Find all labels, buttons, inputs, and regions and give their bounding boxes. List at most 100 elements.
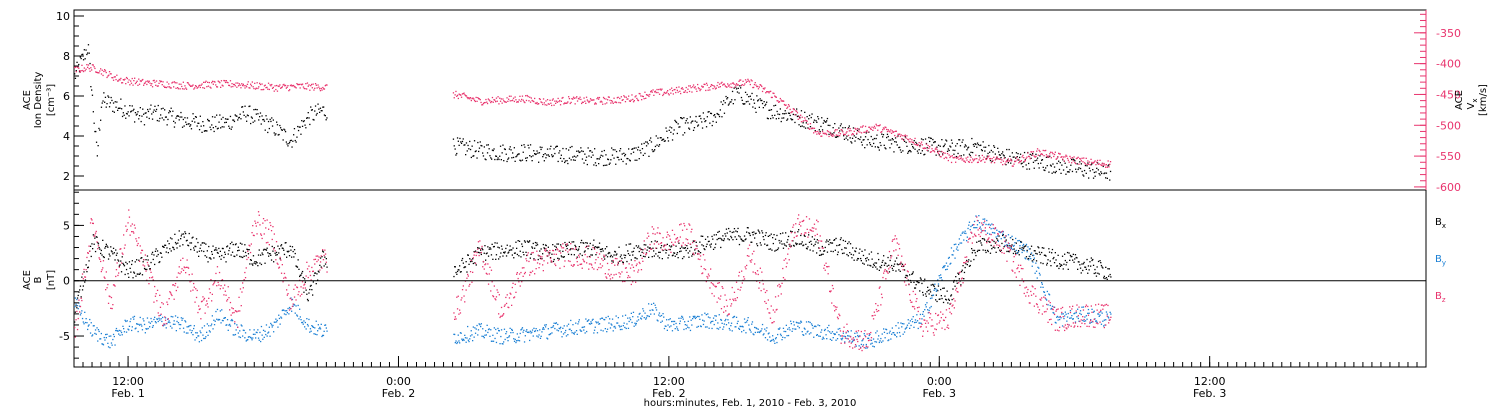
by-point <box>798 322 800 324</box>
by-point <box>102 343 104 345</box>
bx-point <box>830 250 832 252</box>
vx-point <box>826 130 829 132</box>
bx-point <box>932 283 934 286</box>
vx-point <box>301 84 303 86</box>
by-point <box>712 317 715 319</box>
ion-density-point <box>555 145 558 147</box>
bz-point <box>224 284 226 286</box>
bx-point <box>152 258 154 261</box>
by-point <box>1038 267 1040 269</box>
ion-density-point <box>231 126 233 128</box>
bx-point <box>680 250 682 252</box>
bx-point <box>953 281 955 283</box>
ion-density-point <box>978 155 980 157</box>
vx-point <box>666 91 668 93</box>
bx-point <box>560 255 562 257</box>
ion-density-point <box>693 127 696 129</box>
by-point <box>1008 243 1010 245</box>
bx-point <box>324 256 326 258</box>
ion-density-point <box>536 150 538 152</box>
ion-density-point <box>254 120 256 122</box>
ion-density-point <box>158 120 160 122</box>
by-point <box>207 334 209 336</box>
ion-density-point <box>758 106 760 108</box>
bx-point <box>687 252 689 254</box>
bx-point <box>924 278 926 280</box>
by-point <box>151 326 154 328</box>
ion-density-point <box>787 112 790 114</box>
ion-density-point <box>74 73 76 75</box>
bx-point <box>207 261 209 263</box>
ion-density-point <box>232 119 234 121</box>
by-point <box>888 339 890 341</box>
ion-density-point <box>641 143 643 145</box>
by-point <box>700 325 702 328</box>
bx-point <box>606 246 608 248</box>
by-point <box>790 323 792 325</box>
ion-density-point <box>751 92 753 95</box>
bx-point <box>684 247 686 249</box>
by-point <box>621 328 623 331</box>
by-point <box>983 222 985 224</box>
ion-density-point <box>197 122 199 124</box>
by-point <box>152 325 154 327</box>
ion-density-point <box>558 152 560 154</box>
ion-density-point <box>822 122 824 124</box>
ion-density-point <box>138 118 140 120</box>
bz-point <box>174 285 176 287</box>
by-point <box>479 324 481 326</box>
by-point <box>1087 312 1089 314</box>
bx-point <box>151 253 153 255</box>
by-point <box>208 330 211 332</box>
vx-point <box>635 95 637 97</box>
by-point <box>912 316 914 318</box>
bx-point <box>966 264 968 266</box>
by-point <box>273 331 275 333</box>
bx-point <box>797 231 799 233</box>
bx-point <box>500 252 502 254</box>
vx-point <box>849 128 851 130</box>
bx-point <box>1006 250 1008 253</box>
bx-point <box>301 270 304 273</box>
bx-point <box>258 249 260 251</box>
ion-density-point <box>752 106 754 108</box>
vx-point <box>984 161 986 163</box>
vx-point <box>109 73 111 75</box>
ion-density-point <box>933 141 935 144</box>
vx-point <box>312 83 314 85</box>
bx-point <box>578 248 580 250</box>
ion-density-point <box>306 117 309 119</box>
vx-point <box>901 138 903 140</box>
bx-point <box>297 259 299 261</box>
by-point <box>593 332 595 334</box>
bx-point <box>648 256 650 258</box>
bx-point <box>715 234 717 236</box>
by-point <box>1100 323 1103 325</box>
bx-point <box>984 249 986 252</box>
bx-point <box>164 244 166 246</box>
vx-point <box>191 85 193 87</box>
ion-density-point <box>293 128 296 130</box>
vx-point <box>151 83 153 85</box>
bx-point <box>154 263 156 266</box>
by-point <box>549 333 552 335</box>
bx-point <box>601 248 604 250</box>
by-point <box>779 333 782 335</box>
vx-point <box>627 98 629 100</box>
by-point <box>274 321 276 323</box>
by-point <box>521 328 523 330</box>
bx-point <box>511 254 513 256</box>
by-point <box>817 324 819 326</box>
vx-point <box>718 86 720 88</box>
by-point <box>135 327 137 329</box>
bx-point <box>752 234 754 236</box>
by-point <box>843 335 845 337</box>
bx-point <box>652 247 654 249</box>
vx-point <box>882 127 885 129</box>
bx-point <box>562 256 565 258</box>
ion-density-point <box>843 135 845 137</box>
bx-point <box>296 265 298 268</box>
bx-point <box>83 271 85 273</box>
bx-point <box>1086 258 1088 261</box>
bx-point <box>562 250 564 252</box>
